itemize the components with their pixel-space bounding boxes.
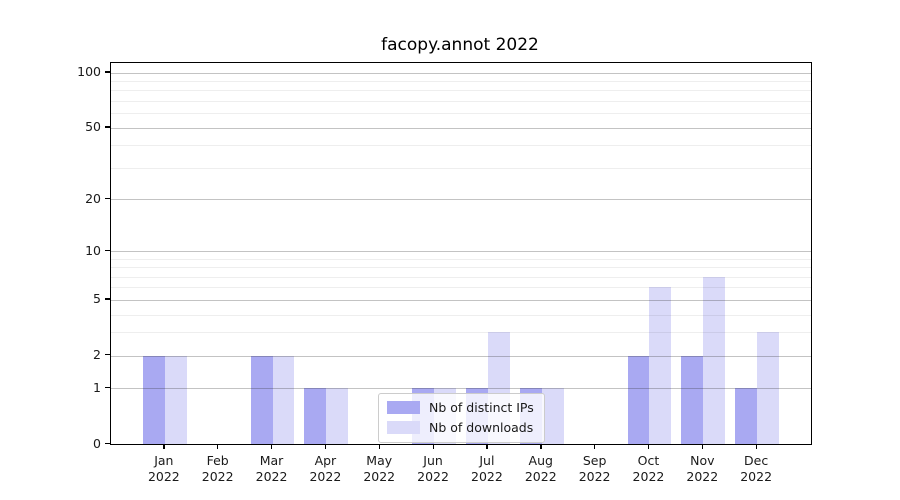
y-tick-label: 5	[93, 291, 101, 307]
y-tick-label: 10	[85, 242, 101, 258]
x-tick-label: Nov 2022	[686, 453, 719, 484]
bar-distinct-ips	[681, 355, 704, 444]
legend-swatch-distinct-ips-icon	[387, 401, 420, 414]
y-tick-mark	[105, 197, 110, 199]
x-tick-label: May 2022	[363, 453, 396, 484]
x-tick-mark	[432, 444, 434, 449]
legend-item-downloads: Nb of downloads	[387, 420, 534, 435]
legend-label-downloads: Nb of downloads	[429, 420, 534, 435]
bar-distinct-ips	[735, 388, 758, 444]
legend-swatch-downloads-icon	[387, 421, 420, 434]
bar-downloads	[703, 276, 726, 444]
plot-area: Nb of distinct IPs Nb of downloads	[110, 62, 812, 445]
x-tick-mark	[324, 444, 327, 449]
y-tick-mark	[105, 386, 110, 389]
x-tick-mark	[163, 444, 165, 449]
legend: Nb of distinct IPs Nb of downloads	[378, 393, 545, 443]
x-tick-label: Apr 2022	[309, 453, 342, 484]
x-tick-mark	[540, 444, 542, 449]
chart-title: facopy.annot 2022	[381, 35, 539, 55]
bar-downloads	[326, 388, 349, 444]
x-tick-mark	[647, 444, 650, 449]
bar-downloads	[272, 355, 295, 444]
x-tick-label: Oct 2022	[632, 453, 665, 484]
x-tick-mark	[217, 444, 219, 449]
y-tick-label: 2	[93, 347, 101, 363]
x-tick-label: Sep 2022	[578, 453, 611, 484]
x-tick-mark	[271, 444, 273, 449]
bar-downloads	[757, 332, 780, 444]
y-tick-label: 20	[85, 190, 101, 206]
bar-downloads	[541, 388, 564, 444]
legend-label-distinct-ips: Nb of distinct IPs	[429, 400, 534, 415]
y-tick-mark	[105, 249, 110, 251]
x-tick-label: Jan 2022	[147, 453, 180, 484]
y-tick-label: 50	[85, 119, 101, 135]
x-tick-label: Feb 2022	[201, 453, 234, 484]
y-tick-mark	[105, 442, 110, 444]
legend-item-distinct-ips: Nb of distinct IPs	[387, 400, 534, 415]
y-tick-mark	[105, 71, 110, 73]
x-tick-mark	[378, 444, 381, 449]
bar-distinct-ips	[142, 355, 165, 444]
y-tick-mark	[105, 126, 110, 128]
bar-distinct-ips	[304, 388, 327, 444]
bar-downloads	[164, 355, 187, 444]
x-tick-mark	[486, 444, 488, 449]
y-tick-label: 100	[77, 64, 101, 80]
bar-distinct-ips	[250, 355, 273, 444]
x-tick-mark	[755, 444, 757, 449]
x-tick-label: Jul 2022	[471, 453, 503, 484]
y-tick-mark	[105, 298, 110, 300]
x-tick-label: Jun 2022	[417, 453, 449, 484]
x-tick-mark	[594, 444, 596, 449]
y-tick-mark	[105, 354, 110, 356]
y-tick-label: 0	[93, 435, 101, 451]
bar-distinct-ips	[627, 355, 650, 444]
bars-layer	[111, 63, 811, 444]
y-tick-label: 1	[93, 379, 101, 395]
bar-downloads	[649, 287, 672, 444]
x-tick-label: Dec 2022	[740, 453, 773, 484]
x-tick-mark	[701, 444, 704, 449]
x-tick-label: Aug 2022	[524, 453, 557, 484]
x-tick-label: Mar 2022	[255, 453, 288, 484]
